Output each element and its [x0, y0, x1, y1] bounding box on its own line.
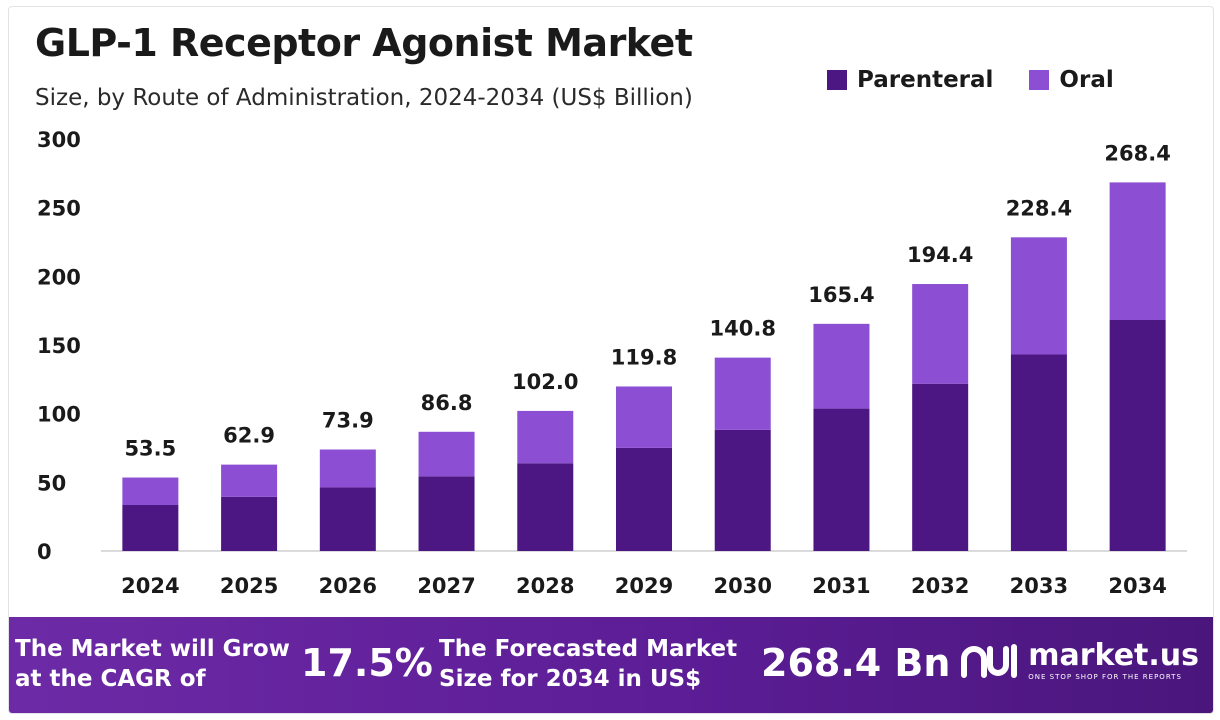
legend-label-oral: Oral: [1059, 67, 1114, 93]
bar-parenteral: [122, 504, 179, 551]
y-tick-label: 300: [37, 128, 81, 152]
x-tick-label: 2033: [1010, 574, 1068, 598]
x-tick-label: 2027: [417, 574, 475, 598]
x-tick-label: 2030: [714, 574, 772, 598]
legend-swatch-oral: [1029, 70, 1050, 90]
x-tick-label: 2028: [516, 574, 574, 598]
x-tick-label: 2031: [812, 574, 870, 598]
x-tick-label: 2034: [1108, 574, 1166, 598]
forecast-label: The Forecasted Market Size for 2034 in U…: [439, 636, 738, 692]
bar-parenteral: [1010, 354, 1067, 551]
bar-oral: [714, 357, 771, 430]
bar-oral: [122, 477, 179, 505]
bar-parenteral: [517, 463, 574, 551]
bar-parenteral: [319, 487, 376, 551]
x-tick-label: 2026: [319, 574, 377, 598]
legend: Parenteral Oral: [827, 67, 1114, 93]
bar-oral: [517, 410, 574, 464]
bar-oral: [319, 449, 376, 488]
chart-subtitle: Size, by Route of Administration, 2024-2…: [35, 85, 693, 111]
legend-swatch-parenteral: [827, 70, 847, 90]
x-tick-label: 2029: [615, 574, 673, 598]
data-label-total: 140.8: [710, 317, 776, 341]
x-tick-label: 2032: [911, 574, 969, 598]
y-tick-label: 150: [37, 334, 81, 358]
y-tick-label: 50: [37, 471, 66, 495]
bar-chart: 0 50 100 150 200 250 300 53.5 2024 62.9 2025 73.9 20…: [37, 128, 1187, 598]
data-label-total: 165.4: [808, 283, 874, 307]
data-label-total: 62.9: [223, 424, 275, 448]
legend-item-oral: Oral: [1029, 67, 1114, 93]
data-label-total: 119.8: [611, 345, 677, 369]
cagr-label: The Market will Grow at the CAGR of: [15, 636, 290, 692]
data-label-total: 268.4: [1104, 141, 1170, 165]
bar-oral: [813, 323, 870, 409]
x-tick-label: 2025: [220, 574, 278, 598]
data-label-total: 73.9: [322, 409, 374, 433]
bar-oral: [1010, 237, 1067, 355]
data-label-total: 86.8: [421, 391, 473, 415]
bar-oral: [912, 284, 969, 384]
bar-oral: [418, 431, 475, 477]
data-label-total: 102.0: [512, 370, 578, 394]
data-label-total: 228.4: [1006, 196, 1072, 220]
bar-parenteral: [714, 429, 771, 551]
legend-label-parenteral: Parenteral: [857, 67, 994, 93]
chart-title: GLP-1 Receptor Agonist Market: [35, 21, 693, 65]
x-tick-label: 2024: [121, 574, 179, 598]
bar-parenteral: [912, 383, 969, 551]
summary-banner: The Market will Grow at the CAGR of 17.5…: [9, 617, 1213, 713]
bar-oral: [221, 464, 278, 497]
market-us-logo-icon: [961, 644, 1018, 678]
data-label-total: 194.4: [907, 243, 973, 267]
logo-name: market.us: [1028, 638, 1199, 673]
forecast-value: 268.4 Bn: [761, 641, 951, 685]
y-tick-label: 100: [37, 403, 81, 427]
bar-parenteral: [616, 447, 672, 551]
bar-parenteral: [221, 496, 278, 551]
bar-parenteral: [1109, 320, 1166, 551]
bar-parenteral: [418, 476, 475, 551]
y-tick-label: 0: [37, 540, 52, 564]
logo-tagline: ONE STOP SHOP FOR THE REPORTS: [1028, 673, 1182, 681]
bar-oral: [616, 386, 672, 448]
bar-parenteral: [813, 408, 870, 551]
legend-item-parenteral: Parenteral: [827, 67, 993, 93]
data-label-total: 53.5: [124, 437, 176, 461]
cagr-value: 17.5%: [301, 641, 433, 685]
logo-text: market.us ONE STOP SHOP FOR THE REPORTS: [1028, 638, 1199, 682]
bar-oral: [1109, 182, 1166, 321]
market-us-logo: market.us ONE STOP SHOP FOR THE REPORTS: [960, 641, 1199, 681]
y-tick-label: 250: [37, 197, 81, 221]
chart-card: GLP-1 Receptor Agonist Market Size, by R…: [8, 6, 1214, 714]
y-tick-label: 200: [37, 265, 81, 289]
